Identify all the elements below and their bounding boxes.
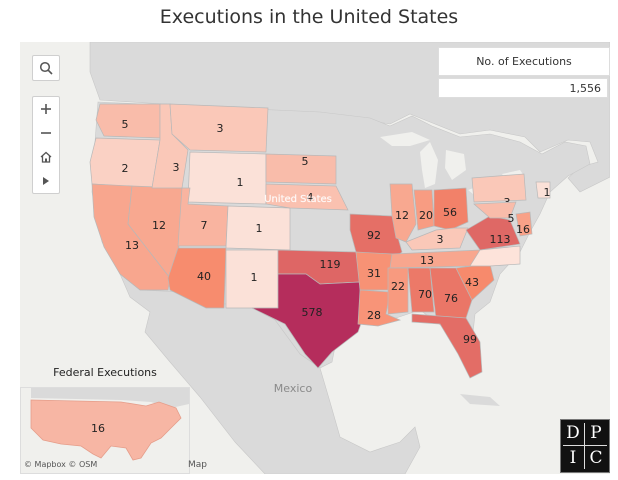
state-value-maryland: 5 xyxy=(508,212,515,225)
state-value-tennessee: 13 xyxy=(420,254,434,267)
expand-arrow-icon[interactable] xyxy=(33,169,59,193)
state-value-arizona: 40 xyxy=(197,270,211,283)
state-north-carolina[interactable] xyxy=(469,245,521,267)
legend-total: 1,556 xyxy=(438,78,608,98)
state-virginia[interactable] xyxy=(465,215,521,251)
state-pennsylvania[interactable] xyxy=(471,173,527,203)
map-attribution[interactable]: © Mapbox © OSM xyxy=(24,460,98,469)
state-florida[interactable] xyxy=(411,313,483,379)
state-value-georgia: 76 xyxy=(444,292,458,305)
logo-letter-c: C xyxy=(589,448,603,468)
caribbean-land xyxy=(460,394,500,406)
state-value-utah: 7 xyxy=(201,219,208,232)
logo-letter-d: D xyxy=(566,423,580,443)
state-value-virginia: 113 xyxy=(490,233,511,246)
state-montana[interactable] xyxy=(169,103,269,153)
state-alabama[interactable] xyxy=(407,267,435,313)
state-arizona[interactable] xyxy=(167,247,227,309)
state-value-texas: 578 xyxy=(302,306,323,319)
state-value-delaware: 16 xyxy=(516,223,530,236)
map-view[interactable]: 5 2 13 12 3 3 1 7 1 40 1 5 4 119 578 92 31 28 12 20 56 3 13 22 7… xyxy=(20,42,610,474)
state-value-california: 13 xyxy=(125,239,139,252)
state-value-oregon: 2 xyxy=(122,162,129,175)
federal-title: Federal Executions xyxy=(53,366,157,379)
state-value-indiana: 20 xyxy=(419,209,433,222)
federal-map[interactable]: 16 xyxy=(21,388,189,473)
logo-divider-h xyxy=(563,445,607,446)
state-value-colorado: 1 xyxy=(256,222,263,235)
federal-count: 16 xyxy=(91,422,105,435)
state-south-dakota[interactable] xyxy=(265,153,337,185)
state-nebraska[interactable] xyxy=(265,183,349,211)
state-value-idaho: 3 xyxy=(173,161,180,174)
state-connecticut[interactable] xyxy=(535,181,551,199)
state-value-oklahoma: 119 xyxy=(320,258,341,271)
state-value-montana: 3 xyxy=(217,122,224,135)
logo-divider-v xyxy=(584,423,585,469)
state-value-louisiana: 28 xyxy=(367,309,381,322)
state-value-ohio: 56 xyxy=(443,206,457,219)
logo-letter-i: I xyxy=(569,448,577,468)
search-control[interactable] xyxy=(32,55,60,81)
state-texas[interactable] xyxy=(251,273,369,369)
logo-letter-p: P xyxy=(590,423,602,443)
state-delaware[interactable] xyxy=(515,211,533,237)
zoom-controls[interactable] xyxy=(32,96,60,194)
map-label: Map xyxy=(188,460,207,470)
mexico-label: Mexico xyxy=(274,382,313,395)
state-value-connecticut: 1 xyxy=(544,186,551,199)
page-title: Executions in the United States xyxy=(159,6,459,28)
state-washington[interactable] xyxy=(95,103,161,139)
state-value-kentucky: 3 xyxy=(437,233,444,246)
state-value-missouri: 92 xyxy=(367,229,381,242)
legend-title: No. of Executions xyxy=(438,47,610,76)
state-value-arkansas: 31 xyxy=(367,267,381,280)
great-lakes xyxy=(380,132,524,198)
state-mississippi[interactable] xyxy=(387,267,409,315)
state-kentucky[interactable] xyxy=(405,227,469,251)
state-value-alabama: 70 xyxy=(418,288,432,301)
state-value-mississippi: 22 xyxy=(391,280,405,293)
state-value-nevada: 12 xyxy=(152,219,166,232)
state-value-florida: 99 xyxy=(463,333,477,346)
state-value-nebraska: 4 xyxy=(307,191,314,204)
zoom-in-icon[interactable] xyxy=(33,97,59,121)
zoom-out-icon[interactable] xyxy=(33,121,59,145)
search-icon[interactable] xyxy=(33,56,59,80)
state-value-new-mexico: 1 xyxy=(251,271,258,284)
country-label: United States xyxy=(264,194,332,205)
federal-inset[interactable]: 16 xyxy=(20,387,190,474)
state-wyoming[interactable] xyxy=(187,151,267,205)
dpic-logo[interactable]: D P I C xyxy=(560,419,610,473)
state-value-wyoming: 1 xyxy=(237,176,244,189)
state-maryland[interactable] xyxy=(473,201,517,219)
state-value-washington: 5 xyxy=(122,118,129,131)
federal-us-shape[interactable] xyxy=(30,399,182,461)
state-value-illinois: 12 xyxy=(395,209,409,222)
state-georgia[interactable] xyxy=(429,267,473,319)
state-ohio[interactable] xyxy=(433,187,469,231)
home-icon[interactable] xyxy=(33,145,59,169)
federal-canada-land xyxy=(31,388,189,408)
state-value-south-carolina: 43 xyxy=(465,276,479,289)
state-value-south-dakota: 5 xyxy=(302,155,309,168)
